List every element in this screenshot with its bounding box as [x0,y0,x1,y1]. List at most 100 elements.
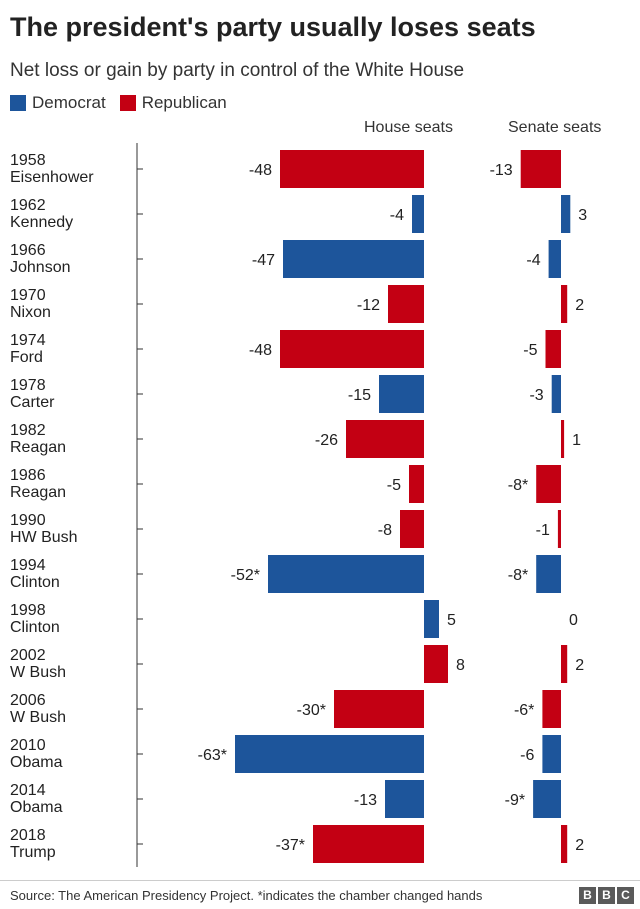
senate-bar [536,465,561,503]
bbc-logo-letter: C [617,887,634,904]
footer-divider [0,880,640,881]
category-year-label: 1990 [10,512,46,529]
senate-seats-header: Senate seats [508,119,602,136]
house-bar [283,240,424,278]
legend-label-republican: Republican [141,93,227,112]
house-bar [235,735,424,773]
legend-item-democrat: Democrat [10,93,106,113]
category-president-label: Reagan [10,439,66,456]
house-bar [280,330,424,368]
house-bar [313,825,424,863]
house-data-label: -8 [378,522,392,539]
category-president-label: Kennedy [10,214,73,231]
house-data-label: -13 [354,792,377,809]
house-bar [379,375,424,413]
senate-bar [542,690,561,728]
senate-bar [557,510,561,548]
senate-bar [533,780,561,818]
category-year-label: 1962 [10,197,46,214]
senate-data-label: -8* [508,477,528,494]
category-president-label: Eisenhower [10,169,94,186]
category-year-label: 1986 [10,467,46,484]
senate-data-label: -6* [514,702,534,719]
house-data-label: 5 [447,612,456,629]
category-year-label: 1998 [10,602,46,619]
senate-data-label: -13 [490,162,513,179]
category-president-label: Trump [10,844,56,861]
legend-swatch-democrat [10,95,26,111]
category-president-label: HW Bush [10,529,78,546]
house-bar [385,780,424,818]
category-president-label: Nixon [10,304,51,321]
house-bar [412,195,424,233]
house-data-label: -26 [315,432,338,449]
house-data-label: -12 [357,297,380,314]
house-data-label: 8 [456,657,465,674]
house-data-label: -47 [252,252,275,269]
house-bar [424,600,439,638]
chart-title: The president's party usually loses seat… [10,12,536,42]
house-data-label: -52* [231,567,260,584]
category-year-label: 1958 [10,152,46,169]
house-bar [280,150,424,188]
category-year-label: 2002 [10,647,46,664]
senate-bar [561,195,571,233]
category-president-label: Reagan [10,484,66,501]
category-president-label: W Bush [10,664,66,681]
bbc-logo-letter: B [598,887,615,904]
senate-data-label: 3 [578,207,587,224]
category-year-label: 2010 [10,737,46,754]
senate-bar [561,420,565,458]
category-year-label: 1966 [10,242,46,259]
senate-data-label: -4 [526,252,540,269]
senate-bar [561,285,568,323]
category-year-label: 1978 [10,377,46,394]
house-data-label: -5 [387,477,401,494]
category-president-label: Johnson [10,259,71,276]
senate-bar [536,555,561,593]
senate-data-label: -8* [508,567,528,584]
house-bar [400,510,424,548]
legend-item-republican: Republican [119,93,227,113]
legend: Democrat Republican [10,93,227,113]
house-data-label: -30* [297,702,326,719]
senate-data-label: -9* [505,792,525,809]
senate-bar [551,375,561,413]
senate-data-label: 1 [572,432,581,449]
category-year-label: 1974 [10,332,46,349]
senate-bar [561,825,568,863]
senate-bar [520,150,561,188]
senate-bar [545,330,561,368]
senate-data-label: -1 [536,522,550,539]
category-year-label: 1982 [10,422,46,439]
category-president-label: Clinton [10,619,60,636]
senate-data-label: -6 [520,747,534,764]
chart-subtitle: Net loss or gain by party in control of … [10,60,465,81]
category-year-label: 1970 [10,287,46,304]
house-bar [268,555,424,593]
house-bar [346,420,424,458]
senate-data-label: 2 [575,297,584,314]
senate-data-label: 0 [569,612,578,629]
category-year-label: 2014 [10,782,46,799]
senate-data-label: -5 [523,342,537,359]
category-president-label: W Bush [10,709,66,726]
house-bar [409,465,424,503]
source-note: Source: The American Presidency Project.… [10,888,483,903]
bbc-logo-letter: B [579,887,596,904]
house-bar [424,645,448,683]
senate-data-label: -3 [529,387,543,404]
category-president-label: Carter [10,394,55,411]
house-bar [334,690,424,728]
house-data-label: -4 [390,207,404,224]
category-president-label: Obama [10,754,63,771]
house-data-label: -48 [249,162,272,179]
category-president-label: Obama [10,799,63,816]
senate-data-label: 2 [575,657,584,674]
house-data-label: -48 [249,342,272,359]
house-seats-header: House seats [364,119,453,136]
house-data-label: -15 [348,387,371,404]
senate-bar [561,645,568,683]
category-year-label: 2006 [10,692,46,709]
